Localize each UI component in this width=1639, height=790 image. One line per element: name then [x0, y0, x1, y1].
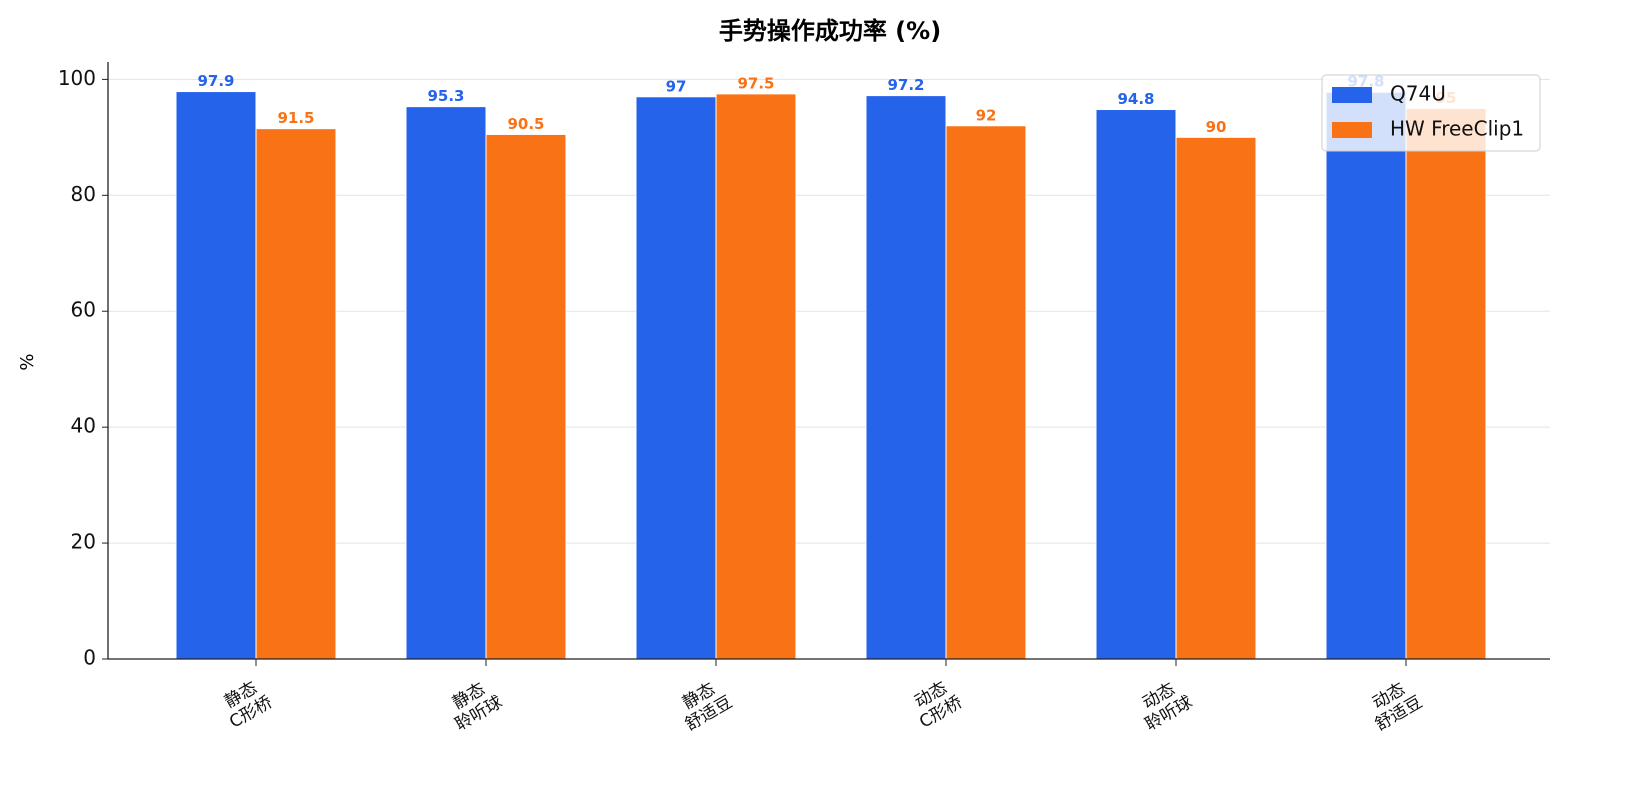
- legend-swatch: [1332, 122, 1372, 138]
- y-tick-label: 20: [71, 530, 96, 554]
- y-tick-label: 60: [71, 298, 96, 322]
- bar: [1095, 109, 1177, 660]
- value-label: 94.8: [1117, 90, 1154, 108]
- chart-title: 手势操作成功率 (%): [719, 17, 941, 45]
- legend-swatch: [1332, 87, 1372, 103]
- bar: [405, 106, 487, 660]
- value-label: 90: [1206, 118, 1227, 136]
- bar: [1405, 107, 1487, 660]
- bar: [175, 91, 257, 660]
- value-label: 97: [666, 77, 687, 95]
- bar: [255, 128, 337, 660]
- value-label: 97.9: [197, 72, 234, 90]
- value-label: 91.5: [277, 109, 314, 127]
- value-label: 90.5: [507, 115, 544, 133]
- value-label: 92: [976, 106, 997, 124]
- y-tick-label: 100: [58, 66, 96, 90]
- legend-box: [1321, 74, 1541, 152]
- bar: [715, 93, 797, 660]
- legend-label: Q74U: [1390, 82, 1446, 106]
- y-axis-label: %: [17, 353, 38, 370]
- bar: [865, 95, 947, 660]
- bar: [485, 133, 567, 660]
- bar: [945, 125, 1027, 660]
- legend-label: HW FreeClip1: [1390, 117, 1524, 141]
- value-label: 97.5: [737, 74, 774, 92]
- value-label: 97.2: [887, 76, 924, 94]
- y-tick-label: 40: [71, 414, 96, 438]
- bar: [635, 96, 717, 660]
- y-tick-label: 80: [71, 182, 96, 206]
- bar: [1175, 136, 1257, 660]
- y-tick-label: 0: [83, 646, 96, 670]
- value-label: 95.3: [427, 87, 464, 105]
- bar: [1325, 91, 1407, 660]
